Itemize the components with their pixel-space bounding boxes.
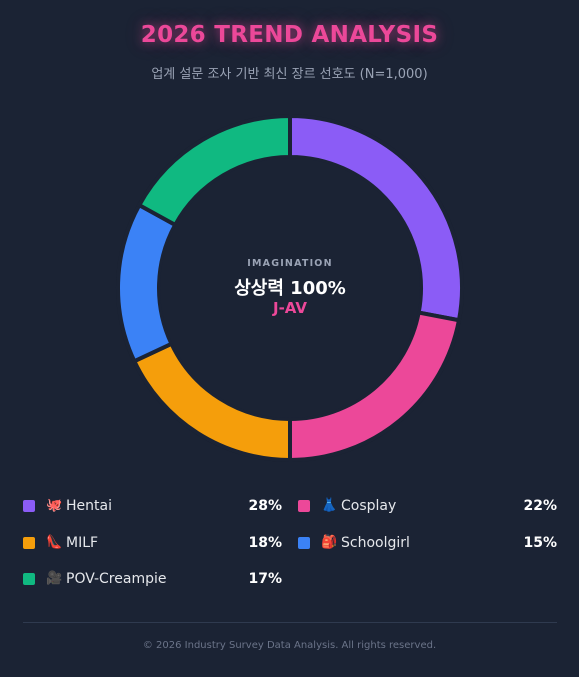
legend-label: Hentai: [66, 498, 112, 514]
donut-hole: [160, 158, 420, 418]
video-camera-icon: 🎥: [46, 571, 63, 586]
legend-value: 22%: [523, 498, 557, 514]
chart-subtitle: 업계 설문 조사 기반 최신 장르 선호도 (N=1,000): [151, 67, 428, 82]
legend-swatch: [298, 500, 310, 512]
donut-slice-pov-creampie: [136, 113, 292, 228]
legend-label: MILF: [66, 535, 99, 551]
legend-swatch: [23, 573, 35, 585]
legend-item-milf: 👠 MILF 18%: [23, 533, 283, 553]
legend-item-hentai: 🐙 Hentai 28%: [23, 496, 283, 516]
legend-value: 17%: [248, 571, 282, 587]
legend-swatch: [298, 537, 310, 549]
legend-value: 15%: [523, 535, 557, 551]
legend-swatch: [23, 537, 35, 549]
legend-item-cosplay: 👗 Cosplay 22%: [298, 496, 558, 516]
chart-title: 2026 TREND ANALYSIS: [140, 22, 439, 48]
legend-label: Schoolgirl: [341, 535, 410, 551]
footer-divider: [23, 622, 557, 623]
legend-item-pov-creampie: 🎥 POV-Creampie 17%: [23, 569, 283, 589]
center-main-label: 상상력 100%: [234, 278, 346, 299]
legend-value: 28%: [248, 498, 282, 514]
octopus-icon: 🐙: [46, 498, 63, 513]
legend-value: 18%: [248, 535, 282, 551]
center-sub-label: J-AV: [272, 299, 307, 317]
high-heel-icon: 👠: [46, 535, 63, 550]
footer-copyright: © 2026 Industry Survey Data Analysis. Al…: [142, 640, 437, 651]
dress-icon: 👗: [321, 498, 338, 513]
backpack-icon: 🎒: [321, 535, 338, 550]
center-kicker: IMAGINATION: [247, 258, 333, 269]
legend-label: Cosplay: [341, 498, 397, 514]
legend-item-schoolgirl: 🎒 Schoolgirl 15%: [298, 533, 558, 553]
legend-swatch: [23, 500, 35, 512]
legend-label: POV-Creampie: [66, 571, 167, 587]
